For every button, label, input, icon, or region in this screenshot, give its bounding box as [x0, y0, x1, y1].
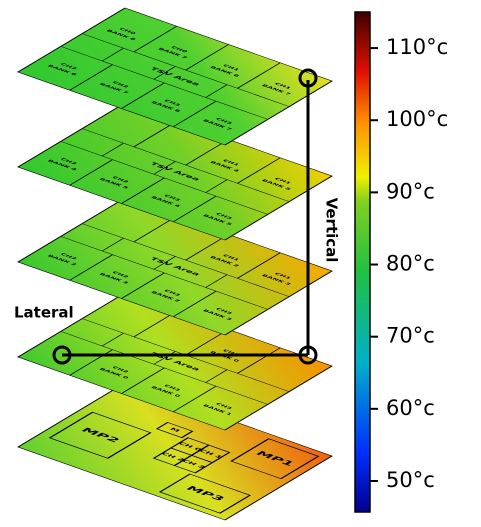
tick-label: 100°c: [386, 107, 448, 131]
vertical-label: Vertical: [323, 198, 341, 263]
lateral-label: Lateral: [14, 304, 74, 322]
tick-label: 80°c: [386, 252, 435, 276]
tick-label: 110°c: [386, 35, 448, 59]
colorbar-ticks: 110°c 100°c 90°c 80°c 70°c 60°c 50°c: [370, 35, 448, 492]
tick-label: 70°c: [386, 324, 435, 348]
tick-label: 60°c: [386, 396, 435, 420]
figure: MP2MP1MP3MCH 0CH 1CH 2CH 3TSV AreaCH1BAN…: [0, 0, 481, 523]
colorbar: [355, 12, 370, 512]
tick-label: 50°c: [386, 468, 435, 492]
tick-label: 90°c: [386, 179, 435, 203]
